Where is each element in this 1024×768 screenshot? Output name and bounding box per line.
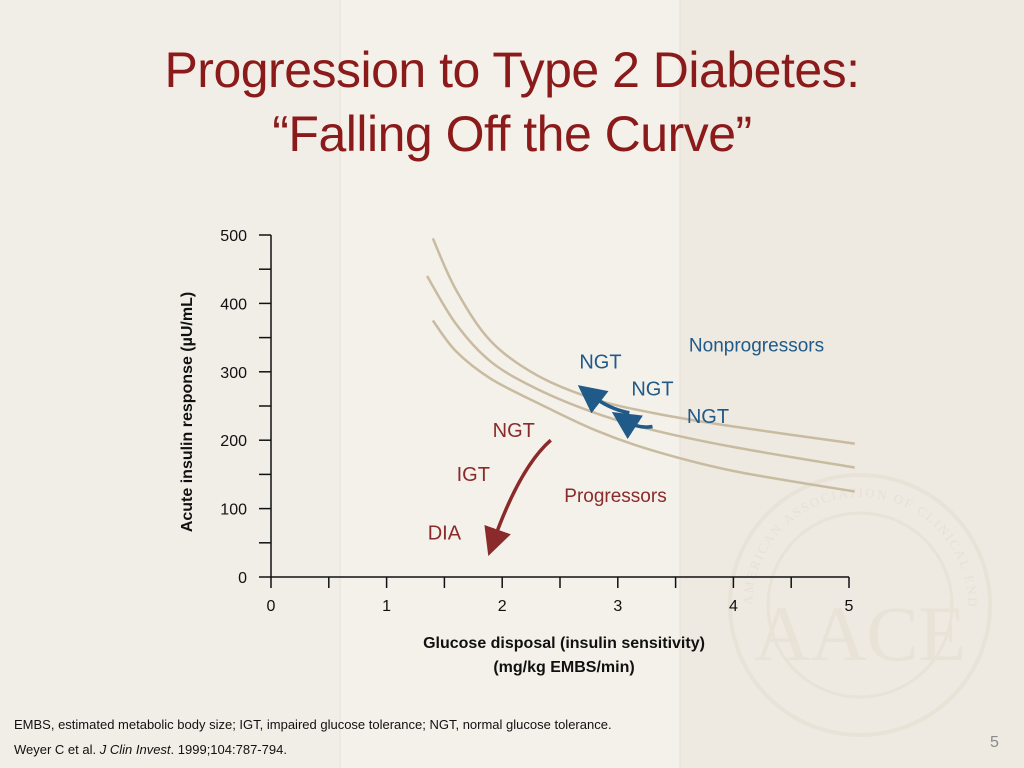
annotation-ngt-3: NGT <box>687 406 729 428</box>
x-tick-label: 4 <box>729 598 738 615</box>
curves <box>425 237 855 493</box>
axes: 0 1 2 3 4 5 0 100 200 300 400 500 <box>220 228 853 615</box>
y-tick-label: 200 <box>220 433 247 450</box>
x-tick-label: 2 <box>498 598 507 615</box>
nonprogressor-arrow-lower <box>611 412 653 440</box>
y-axis-label: Acute insulin response (µU/mL) <box>179 292 196 532</box>
slide-title: Progression to Type 2 Diabetes: “Falling… <box>0 38 1024 166</box>
x-axis-label-line-1: Glucose disposal (insulin sensitivity) <box>423 635 705 652</box>
annotation-nonprogressors: Nonprogressors <box>689 335 824 356</box>
citation-journal: J Clin Invest <box>99 742 171 757</box>
annotation-ngt-1: NGT <box>579 351 621 373</box>
page-number: 5 <box>990 734 999 751</box>
annotation-dia: DIA <box>428 522 462 544</box>
title-line-1: Progression to Type 2 Diabetes: <box>164 42 860 98</box>
y-tick-label: 500 <box>220 228 247 245</box>
y-tick-label: 100 <box>220 502 247 519</box>
y-tick-label: 400 <box>220 296 247 313</box>
annotation-progressors: Progressors <box>564 486 666 507</box>
arrows <box>484 385 653 556</box>
annotation-ngt-4: NGT <box>493 420 535 442</box>
annotation-ngt-2: NGT <box>631 379 673 401</box>
annotations: NonprogressorsNGTNGTNGTNGTIGTDIAProgress… <box>428 335 824 544</box>
series-line-3 <box>431 319 855 493</box>
series-line-2 <box>425 275 855 469</box>
x-tick-label: 1 <box>382 598 391 615</box>
y-tick-label: 0 <box>238 570 247 587</box>
citation: Weyer C et al. J Clin Invest. 1999;104:7… <box>14 742 287 757</box>
footnote: EMBS, estimated metabolic body size; IGT… <box>14 717 612 732</box>
x-axis-label-line-2: (mg/kg EMBS/min) <box>493 659 634 676</box>
annotation-igt: IGT <box>457 464 490 486</box>
citation-details: . 1999;104:787-794. <box>170 742 287 757</box>
x-tick-label: 5 <box>845 598 854 615</box>
x-tick-label: 0 <box>267 598 276 615</box>
progressor-arrow <box>484 438 552 556</box>
x-tick-label: 3 <box>613 598 622 615</box>
y-tick-label: 300 <box>220 365 247 382</box>
title-line-2: “Falling Off the Curve” <box>272 106 752 162</box>
citation-authors: Weyer C et al. <box>14 742 100 757</box>
